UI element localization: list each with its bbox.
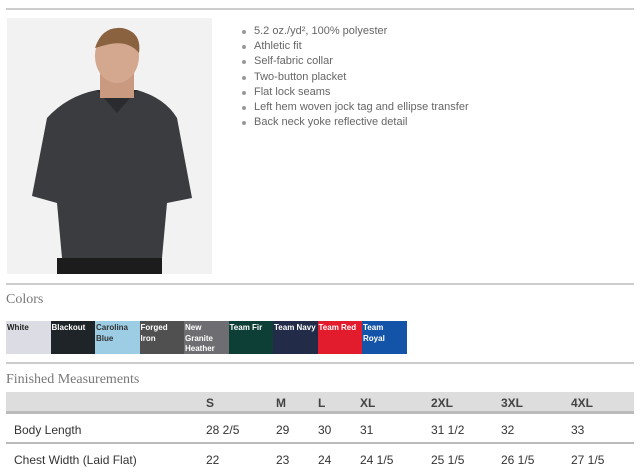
feature-item: Self-fabric collar — [242, 54, 469, 69]
top-divider — [6, 8, 634, 10]
color-swatch[interactable]: Carolina Blue — [95, 321, 140, 354]
size-header: L — [318, 396, 326, 410]
measurement-value: 22 — [206, 453, 220, 467]
color-swatches: White Blackout Carolina Blue Forged Iron New… — [6, 321, 407, 354]
color-name: Team Fir — [229, 323, 263, 332]
color-swatch[interactable]: Team Navy — [273, 321, 318, 354]
color-name: Forged Iron — [140, 323, 168, 343]
color-swatch[interactable]: Team Royal — [362, 321, 407, 354]
color-name: Team Red — [318, 323, 357, 332]
table-row: Chest Width (Laid Flat) 22 23 24 24 1/5 25 1/… — [6, 444, 634, 474]
measurement-value: 25 1/5 — [431, 453, 465, 467]
feature-item: Athletic fit — [242, 39, 469, 54]
measurement-value: 29 — [276, 423, 290, 437]
color-name: White — [7, 323, 29, 332]
measurement-value: 32 — [501, 423, 515, 437]
measurement-value: 27 1/5 — [571, 453, 605, 467]
color-swatch[interactable]: White — [6, 321, 51, 354]
size-header: 3XL — [501, 396, 524, 410]
measurements-title: Finished Measurements — [6, 372, 140, 387]
feature-item: Two-button placket — [242, 70, 469, 85]
feature-item: 5.2 oz./yd², 100% polyester — [242, 24, 469, 39]
measurement-value: 30 — [318, 423, 332, 437]
measurement-value: 24 — [318, 453, 332, 467]
row-label: Body Length — [14, 423, 82, 437]
color-swatch[interactable]: New Granite Heather — [184, 321, 229, 354]
color-name: Team Navy — [274, 323, 316, 332]
divider — [6, 283, 634, 285]
measurement-value: 24 1/5 — [360, 453, 394, 467]
table-header: S M L XL 2XL 3XL 4XL — [6, 392, 634, 414]
size-header: 2XL — [431, 396, 454, 410]
color-swatch[interactable]: Team Fir — [228, 321, 273, 354]
colors-title: Colors — [6, 292, 44, 307]
product-image — [7, 18, 212, 274]
size-header: S — [206, 396, 215, 410]
color-name: Blackout — [51, 323, 86, 332]
feature-list: 5.2 oz./yd², 100% polyester Athletic fit S… — [242, 24, 469, 130]
color-name: Team Royal — [363, 323, 385, 343]
row-label: Chest Width (Laid Flat) — [14, 453, 137, 467]
measurements-table: S M L XL 2XL 3XL 4XL Body Length 28 2/5 29 30 31 31 … — [6, 392, 634, 474]
size-header: XL — [360, 396, 376, 410]
color-name: New Granite Heather — [185, 323, 215, 353]
table-row: Body Length 28 2/5 29 30 31 31 1/2 32 33 — [6, 414, 634, 444]
color-swatch[interactable]: Blackout — [50, 321, 95, 354]
measurement-value: 28 2/5 — [206, 423, 240, 437]
color-swatch[interactable]: Forged Iron — [139, 321, 184, 354]
size-header: M — [276, 396, 286, 410]
feature-item: Left hem woven jock tag and ellipse tran… — [242, 100, 469, 115]
color-name: Carolina Blue — [96, 323, 129, 343]
color-swatch[interactable]: Team Red — [317, 321, 362, 354]
measurement-value: 31 — [360, 423, 374, 437]
feature-item: Flat lock seams — [242, 85, 469, 100]
measurement-value: 33 — [571, 423, 585, 437]
feature-item: Back neck yoke reflective detail — [242, 115, 469, 130]
measurement-value: 23 — [276, 453, 290, 467]
size-header: 4XL — [571, 396, 594, 410]
divider — [6, 362, 634, 364]
measurement-value: 31 1/2 — [431, 423, 465, 437]
measurement-value: 26 1/5 — [501, 453, 535, 467]
